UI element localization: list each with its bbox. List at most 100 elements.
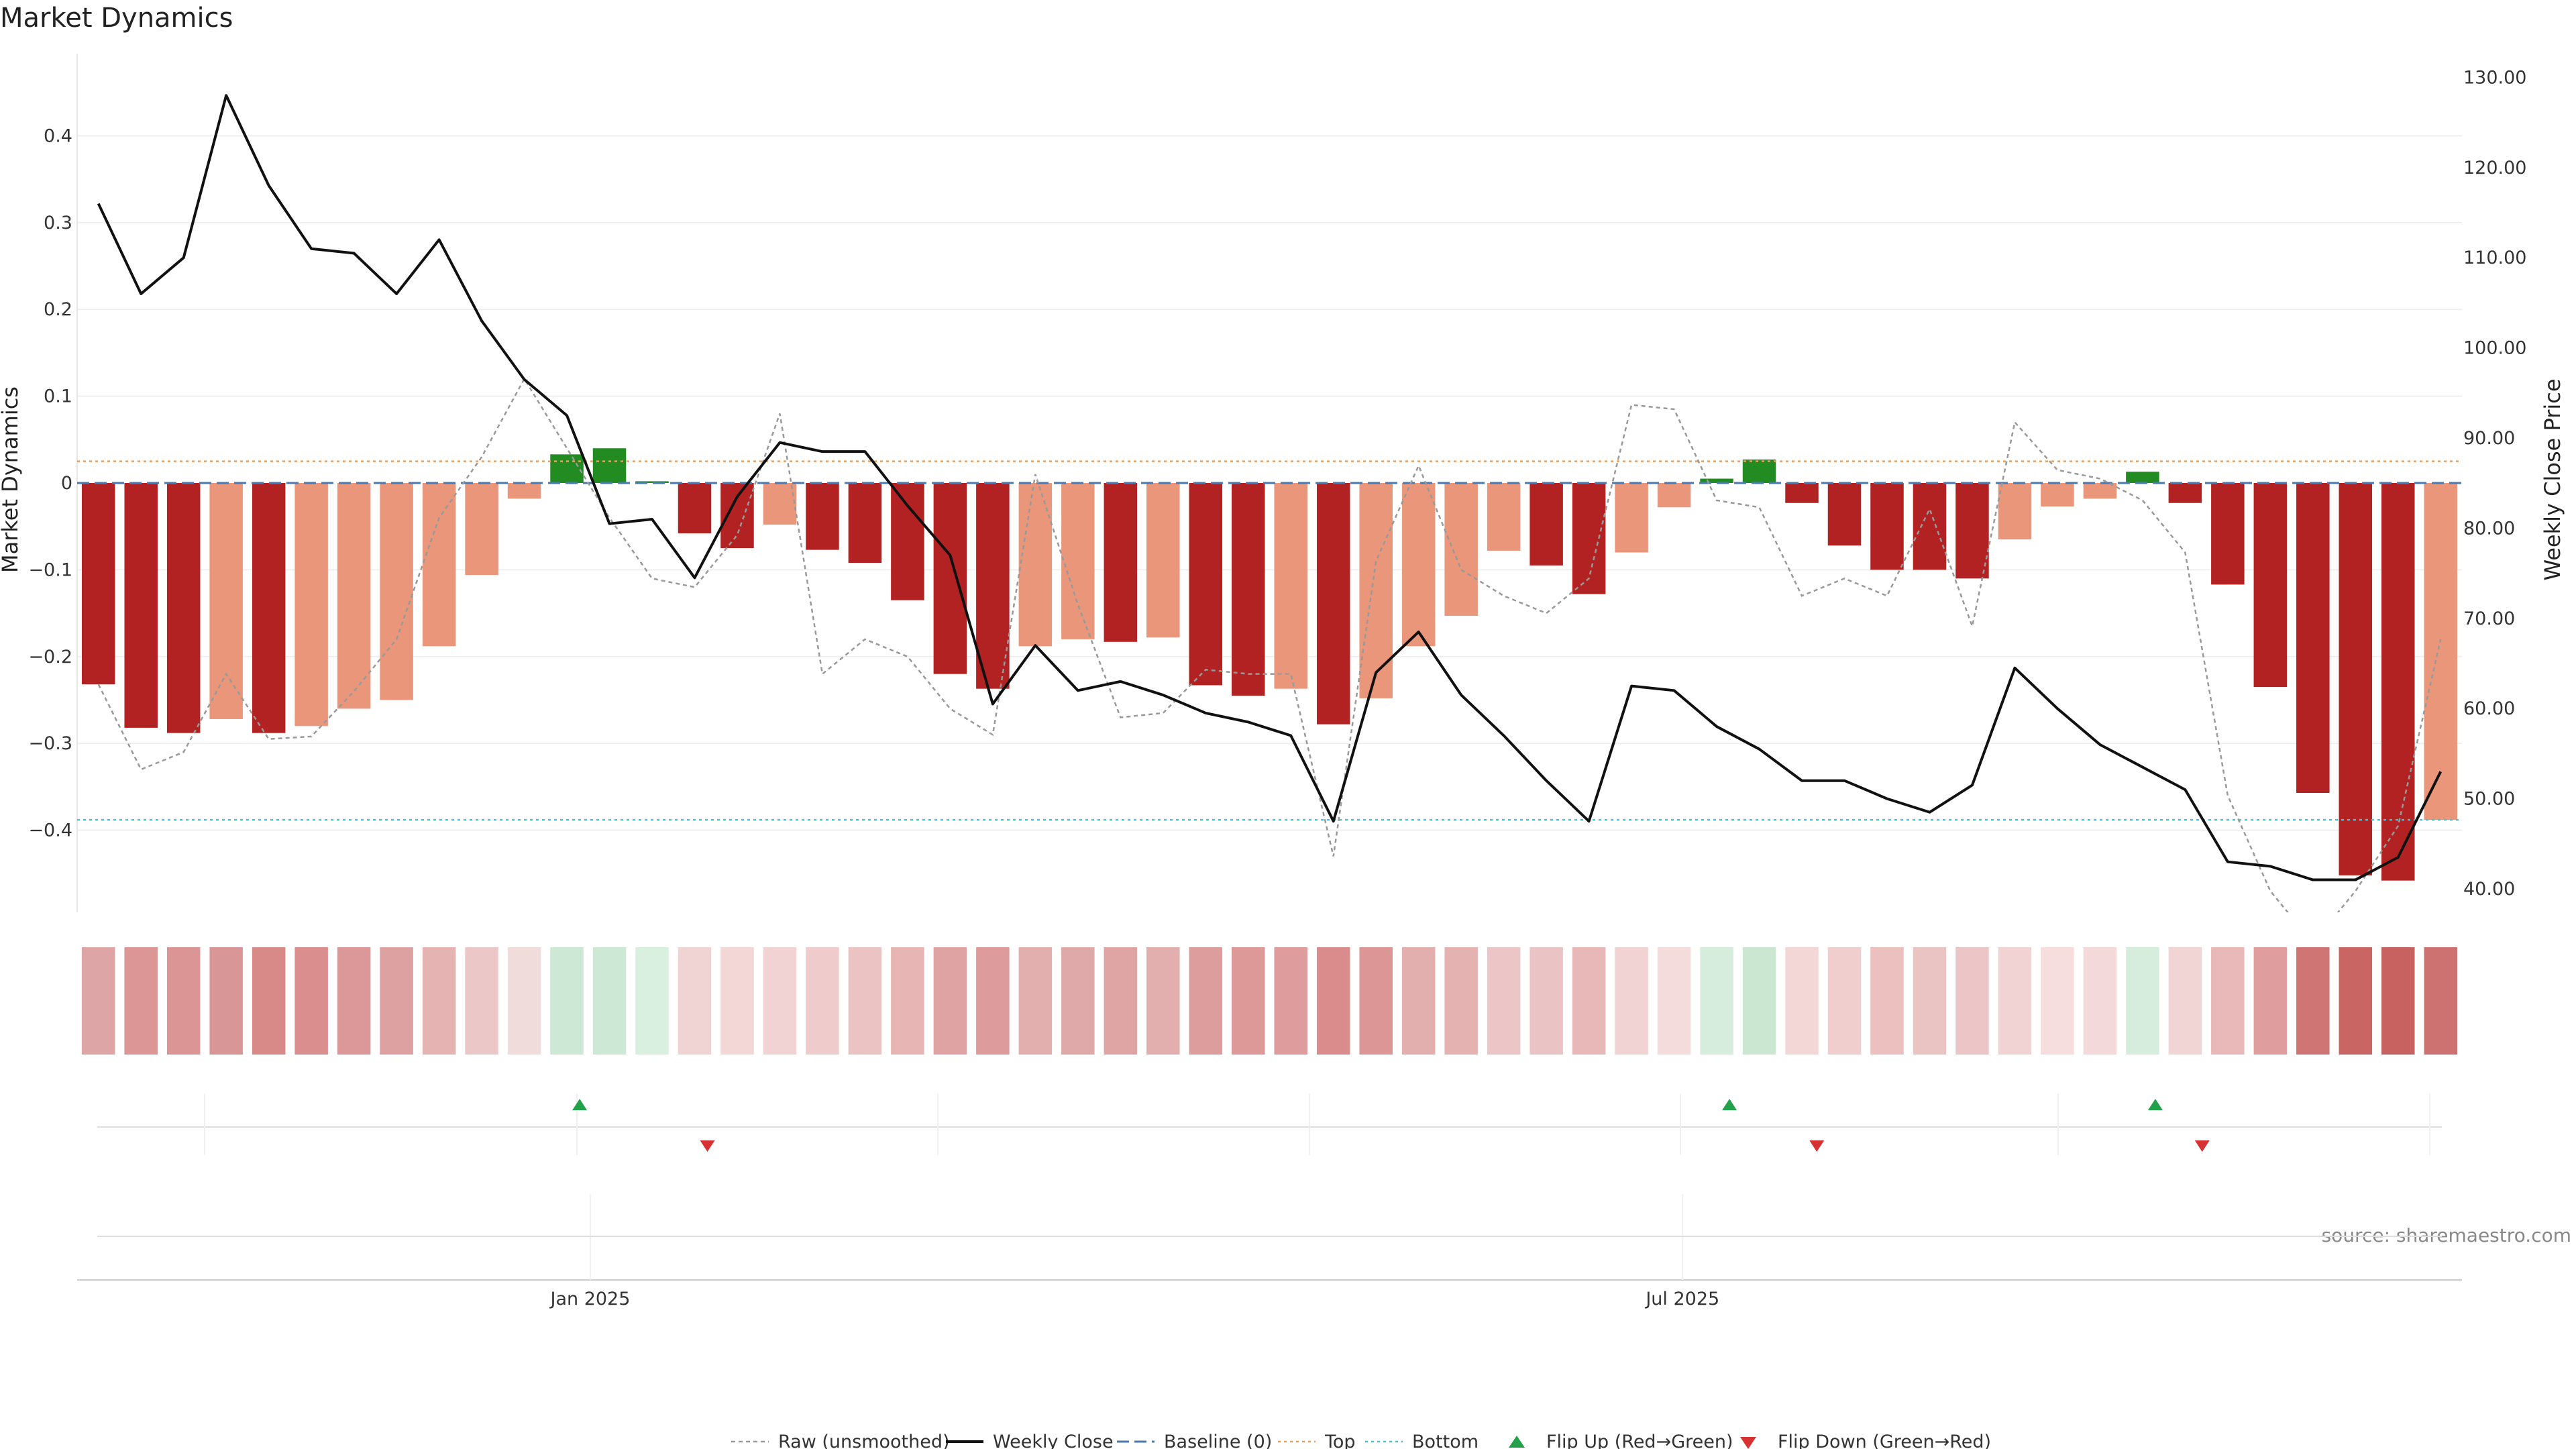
heat-cell bbox=[2381, 947, 2415, 1055]
y-left-tick-label: 0.2 bbox=[44, 299, 72, 320]
y-left-tick-label: 0 bbox=[61, 473, 72, 494]
heat-cell bbox=[1785, 947, 1819, 1055]
heat-cell bbox=[1401, 947, 1436, 1055]
bar bbox=[1742, 460, 1776, 483]
heat-cell bbox=[465, 947, 498, 1055]
y-right-tick-label: 110.00 bbox=[2463, 248, 2526, 268]
x-tick-label: Jul 2025 bbox=[1644, 1289, 1719, 1309]
heat-cell bbox=[1572, 947, 1606, 1055]
bar bbox=[166, 483, 201, 733]
bar bbox=[2168, 483, 2202, 503]
heat-cell bbox=[1444, 947, 1478, 1055]
legend-swatch bbox=[1509, 1436, 1525, 1448]
heat-cell bbox=[1913, 947, 1947, 1055]
heat-cell bbox=[1742, 947, 1776, 1055]
bar bbox=[976, 483, 1010, 689]
chart-title: Market Dynamics bbox=[0, 3, 233, 34]
y-left-tick-label: 0.1 bbox=[44, 386, 72, 407]
heat-cell bbox=[337, 947, 371, 1055]
heat-cell bbox=[678, 947, 712, 1055]
heat-cell bbox=[2126, 947, 2159, 1055]
heat-cell bbox=[507, 947, 541, 1055]
heat-cell bbox=[1359, 947, 1393, 1055]
y-right-tick-label: 100.00 bbox=[2463, 338, 2526, 359]
bar bbox=[720, 483, 754, 549]
bar bbox=[678, 483, 712, 534]
y-right-tick-label: 120.00 bbox=[2463, 158, 2526, 178]
bar bbox=[1444, 483, 1478, 616]
y-right-tick-label: 40.00 bbox=[2463, 879, 2515, 900]
heat-cell bbox=[891, 947, 924, 1055]
heat-cell bbox=[81, 947, 115, 1055]
heat-cell bbox=[1615, 947, 1648, 1055]
heat-cell bbox=[976, 947, 1010, 1055]
bar bbox=[1615, 483, 1648, 553]
bar bbox=[252, 483, 286, 733]
y-left-tick-label: −0.1 bbox=[28, 559, 72, 580]
bar bbox=[1146, 483, 1180, 638]
y-right-tick-label: 130.00 bbox=[2463, 67, 2526, 88]
legend-label: Weekly Close bbox=[993, 1432, 1114, 1449]
bar bbox=[2211, 483, 2245, 585]
bar bbox=[294, 483, 328, 727]
bar bbox=[380, 483, 413, 700]
bar bbox=[891, 483, 924, 600]
heat-cell bbox=[720, 947, 754, 1055]
heat-cell bbox=[294, 947, 328, 1055]
heat-cell bbox=[1998, 947, 2032, 1055]
heat-cell bbox=[209, 947, 243, 1055]
heat-cell bbox=[1700, 947, 1733, 1055]
bar bbox=[2424, 483, 2458, 820]
y-right-tick-label: 80.00 bbox=[2463, 518, 2515, 539]
y-left-tick-label: −0.4 bbox=[28, 820, 72, 841]
heat-cell bbox=[1487, 947, 1521, 1055]
bar bbox=[763, 483, 797, 525]
heat-cell bbox=[635, 947, 669, 1055]
bar bbox=[1316, 483, 1350, 724]
y-right-tick-label: 50.00 bbox=[2463, 789, 2515, 810]
heat-cell bbox=[550, 947, 584, 1055]
bar bbox=[1274, 483, 1307, 689]
bar bbox=[635, 481, 669, 483]
bar bbox=[507, 483, 541, 499]
bar bbox=[1955, 483, 1989, 579]
heat-cell bbox=[1870, 947, 1904, 1055]
heat-cell bbox=[2041, 947, 2074, 1055]
bar bbox=[806, 483, 839, 550]
flip-up-marker bbox=[572, 1099, 588, 1110]
bar bbox=[465, 483, 498, 576]
bar bbox=[1487, 483, 1521, 551]
legend-item-top: Top bbox=[1278, 1432, 1356, 1449]
bar bbox=[1870, 483, 1904, 570]
heat-cell bbox=[1657, 947, 1691, 1055]
heat-cell bbox=[1104, 947, 1138, 1055]
heat-cell bbox=[806, 947, 839, 1055]
heat-cell bbox=[1018, 947, 1053, 1055]
source-note: source: sharemaestro.com bbox=[2322, 1224, 2571, 1246]
heat-cell bbox=[1274, 947, 1307, 1055]
bar bbox=[124, 483, 158, 728]
bar bbox=[1827, 483, 1862, 546]
heat-cell bbox=[2339, 947, 2373, 1055]
bar bbox=[2126, 472, 2159, 483]
legend-label: Raw (unsmoothed) bbox=[778, 1432, 950, 1449]
flip-down-marker bbox=[2194, 1140, 2210, 1152]
bar bbox=[550, 454, 584, 483]
bar bbox=[1401, 483, 1436, 647]
legend-label: Flip Down (Green→Red) bbox=[1778, 1432, 1991, 1449]
heat-cell bbox=[1955, 947, 1989, 1055]
legend-swatch bbox=[1740, 1437, 1756, 1449]
bar bbox=[848, 483, 882, 564]
bar bbox=[1189, 483, 1223, 686]
heat-cell bbox=[1189, 947, 1223, 1055]
flip-down-marker bbox=[700, 1140, 715, 1152]
y-left-tick-label: −0.2 bbox=[28, 647, 72, 667]
bar bbox=[1998, 483, 2032, 540]
flip-up-marker bbox=[1722, 1099, 1737, 1110]
y-axis-left-title: Market Dynamics bbox=[0, 386, 23, 573]
bar bbox=[1232, 483, 1265, 696]
heat-cell bbox=[252, 947, 286, 1055]
bar bbox=[2381, 483, 2415, 881]
heat-cell bbox=[2083, 947, 2117, 1055]
